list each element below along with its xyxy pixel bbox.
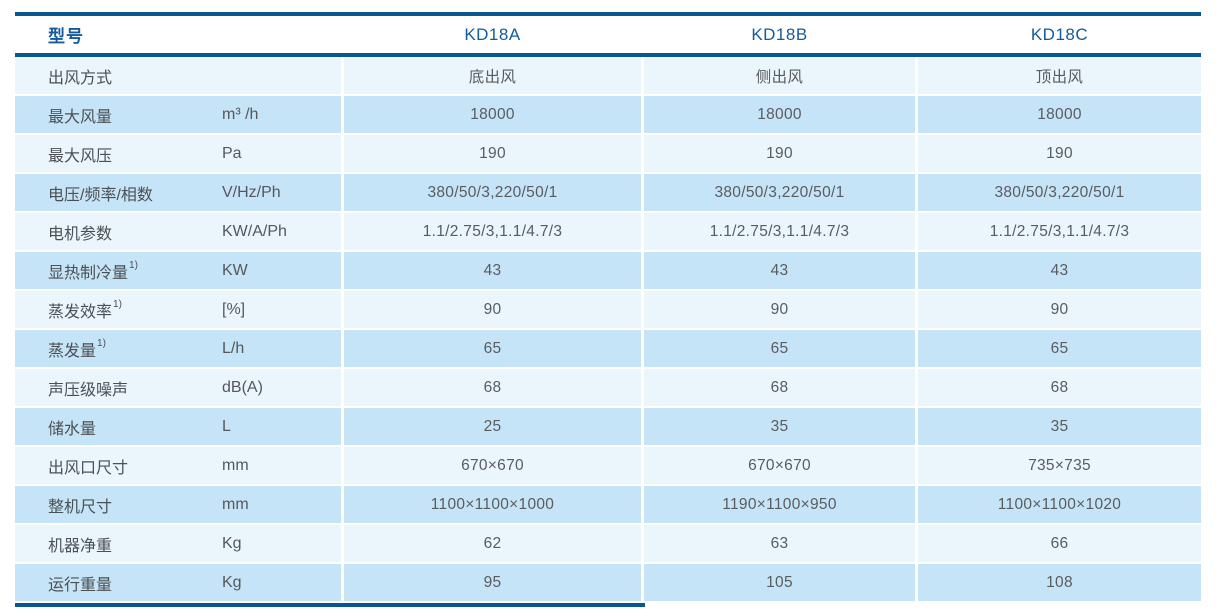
row-unit: mm (222, 456, 249, 474)
row-value-col2: 670×670 (644, 447, 915, 484)
row-value-col2: 90 (644, 291, 915, 328)
table-header-border (15, 53, 1201, 57)
row-value-col2: 68 (644, 369, 915, 406)
row-unit: [%] (222, 300, 246, 318)
row-label-text: 电压/频率/相数 (48, 186, 153, 204)
row-label-text: 蒸发量 (48, 342, 97, 360)
row-unit: Kg (222, 573, 242, 591)
row-unit: m³ /h (222, 105, 259, 123)
row-value-col1: 670×670 (344, 447, 641, 484)
row-value-col3: 1100×1100×1020 (918, 486, 1201, 523)
row-label-footnote: 1) (97, 337, 106, 349)
row-unit: mm (222, 495, 249, 513)
row-value-col3: 35 (918, 408, 1201, 445)
row-value-col1: 底出风 (344, 57, 641, 94)
row-value-col2: 43 (644, 252, 915, 289)
row-value-col2: 1190×1100×950 (644, 486, 915, 523)
table-header-row: 型号 KD18A KD18B KD18C (15, 16, 1201, 53)
row-value-col1: 1100×1100×1000 (344, 486, 641, 523)
row-label-text: 电机参数 (48, 225, 113, 243)
row-label: 最大风压 Pa (15, 135, 341, 172)
row-label-text: 出风方式 (48, 69, 113, 87)
row-value-col1: 190 (344, 135, 641, 172)
row-label: 运行重量 Kg (15, 564, 341, 601)
row-label: 最大风量 m³ /h (15, 96, 341, 133)
row-value-col2: 1.1/2.75/3,1.1/4.7/3 (644, 213, 915, 250)
row-value-col1: 1.1/2.75/3,1.1/4.7/3 (344, 213, 641, 250)
row-unit: L/h (222, 339, 245, 357)
row-unit: V/Hz/Ph (222, 183, 281, 201)
row-label-text: 最大风压 (48, 147, 113, 165)
row-label-text: 显热制冷量 (48, 264, 129, 282)
row-value-col3: 68 (918, 369, 1201, 406)
row-unit: KW (222, 261, 248, 279)
row-label: 蒸发量 1) L/h (15, 330, 341, 367)
row-label: 出风方式 (15, 57, 341, 94)
row-label: 声压级噪声 dB(A) (15, 369, 341, 406)
row-value-col1: 380/50/3,220/50/1 (344, 174, 641, 211)
row-label-text: 储水量 (48, 420, 97, 438)
row-label-text: 机器净重 (48, 537, 113, 555)
row-unit: dB(A) (222, 378, 263, 396)
row-value-col2: 侧出风 (644, 57, 915, 94)
row-label-text: 出风口尺寸 (48, 459, 129, 477)
row-value-col2: 63 (644, 525, 915, 562)
row-value-col3: 108 (918, 564, 1201, 601)
header-model-label: 型号 (48, 27, 84, 46)
header-col-kd18a: KD18A (464, 24, 521, 44)
table-body: 出风方式 底出风 侧出风 顶出风 最大风量 m³ /h 18000 18000 18000 最大风… (15, 57, 1201, 601)
row-value-col2: 190 (644, 135, 915, 172)
row-value-col2: 380/50/3,220/50/1 (644, 174, 915, 211)
row-value-col3: 66 (918, 525, 1201, 562)
row-label-text: 声压级噪声 (48, 381, 129, 399)
row-value-col1: 62 (344, 525, 641, 562)
row-label: 电机参数 KW/A/Ph (15, 213, 341, 250)
row-value-col2: 18000 (644, 96, 915, 133)
row-label: 机器净重 Kg (15, 525, 341, 562)
row-value-col2: 35 (644, 408, 915, 445)
row-label-footnote: 1) (129, 259, 138, 271)
row-label-text: 运行重量 (48, 576, 113, 594)
row-value-col3: 735×735 (918, 447, 1201, 484)
row-label: 整机尺寸 mm (15, 486, 341, 523)
row-unit: KW/A/Ph (222, 222, 287, 240)
row-label-text: 整机尺寸 (48, 498, 113, 516)
row-unit: Kg (222, 534, 242, 552)
row-value-col2: 65 (644, 330, 915, 367)
row-value-col3: 65 (918, 330, 1201, 367)
row-unit: Pa (222, 144, 242, 162)
header-col-kd18c: KD18C (1030, 24, 1089, 44)
row-value-col1: 25 (344, 408, 641, 445)
row-value-col1: 68 (344, 369, 641, 406)
row-value-col2: 105 (644, 564, 915, 601)
row-value-col1: 18000 (344, 96, 641, 133)
row-unit: L (222, 417, 231, 435)
row-label: 蒸发效率 1) [%] (15, 291, 341, 328)
row-value-col1: 95 (344, 564, 641, 601)
row-label-text: 蒸发效率 (48, 303, 113, 321)
row-value-col1: 65 (344, 330, 641, 367)
row-label: 储水量 L (15, 408, 341, 445)
row-value-col1: 90 (344, 291, 641, 328)
row-value-col1: 43 (344, 252, 641, 289)
row-value-col3: 1.1/2.75/3,1.1/4.7/3 (918, 213, 1201, 250)
row-value-col3: 190 (918, 135, 1201, 172)
row-value-col3: 43 (918, 252, 1201, 289)
row-value-col3: 顶出风 (918, 57, 1201, 94)
row-label: 出风口尺寸 mm (15, 447, 341, 484)
header-col-kd18b: KD18B (751, 24, 808, 44)
product-spec-table: 型号 KD18A KD18B KD18C 出风方式 底出风 侧出风 顶出风最大风量 m³… (15, 12, 1201, 607)
row-label-footnote: 1) (113, 298, 122, 310)
row-value-col3: 90 (918, 291, 1201, 328)
row-label-text: 最大风量 (48, 108, 113, 126)
row-value-col3: 380/50/3,220/50/1 (918, 174, 1201, 211)
row-value-col3: 18000 (918, 96, 1201, 133)
table-bottom-border (15, 603, 645, 607)
row-label: 电压/频率/相数 V/Hz/Ph (15, 174, 341, 211)
table-top-border (15, 12, 1201, 16)
row-label: 显热制冷量 1) KW (15, 252, 341, 289)
